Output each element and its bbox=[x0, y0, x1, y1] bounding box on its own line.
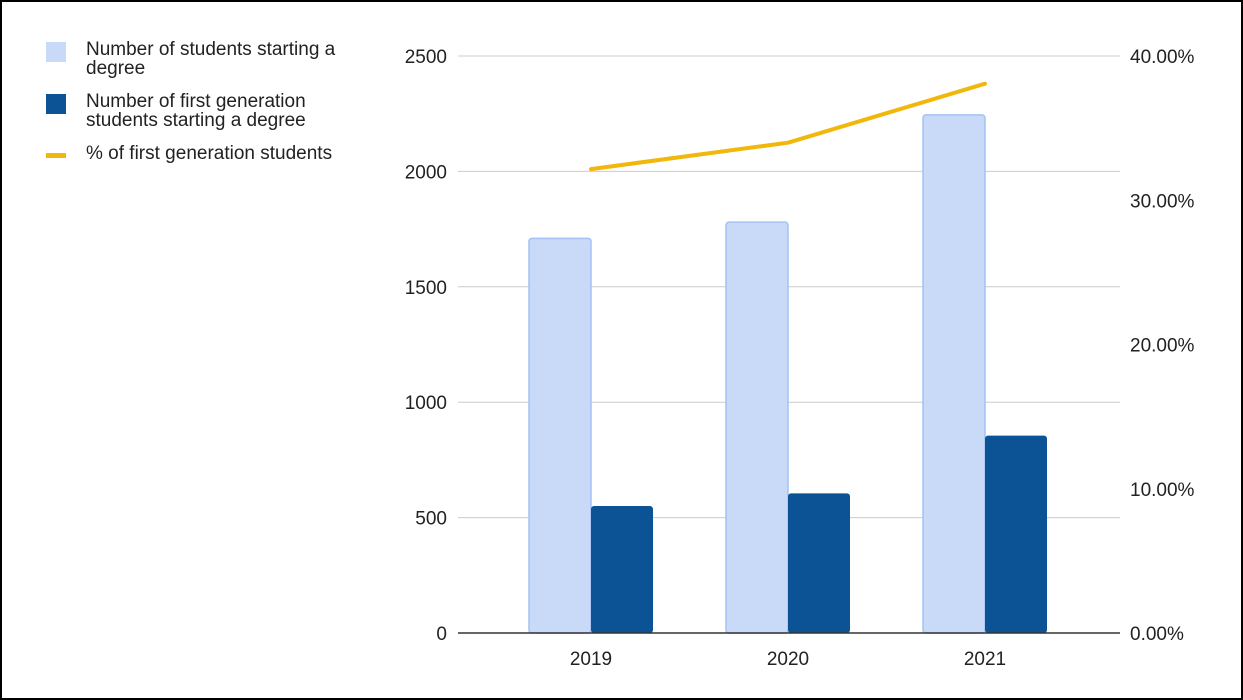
bar-total-students bbox=[725, 221, 789, 634]
bar-total-students bbox=[528, 237, 592, 634]
x-tick-label: 2019 bbox=[570, 649, 612, 670]
bar-first-gen-students bbox=[985, 435, 1047, 633]
y-right-tick-label: 30.00% bbox=[1130, 191, 1195, 212]
bar-first-gen-students bbox=[591, 506, 653, 633]
legend-label-first-gen-students: Number of first generation students star… bbox=[86, 91, 306, 131]
y-left-tick-label: 1500 bbox=[405, 278, 447, 299]
y-right-tick-label: 20.00% bbox=[1130, 336, 1195, 357]
x-tick-label: 2021 bbox=[964, 649, 1006, 670]
legend-swatch-first-gen-students bbox=[46, 94, 66, 114]
legend-item-total-students: Number of students starting a degree bbox=[46, 40, 376, 78]
legend-item-first-gen-students: Number of first generation students star… bbox=[46, 92, 376, 130]
y-left-tick-label: 2000 bbox=[405, 162, 447, 183]
legend-swatch-total-students bbox=[46, 42, 66, 62]
line-first-gen-percent bbox=[589, 81, 987, 172]
y-left-tick-label: 0 bbox=[436, 624, 447, 645]
y-left-tick-label: 2500 bbox=[405, 47, 447, 68]
y-right-tick-label: 40.00% bbox=[1130, 47, 1195, 68]
legend-item-first-gen-percent: % of first generation students bbox=[46, 144, 376, 163]
legend-label-first-gen-percent: % of first generation students bbox=[86, 143, 333, 164]
bar-first-gen-students bbox=[788, 493, 850, 633]
legend-swatch-first-gen-percent bbox=[46, 153, 66, 158]
legend: Number of students starting a degree Num… bbox=[46, 40, 376, 177]
y-left-tick-label: 500 bbox=[415, 509, 447, 530]
y-right-tick-label: 0.00% bbox=[1130, 624, 1184, 645]
bar-total-students bbox=[922, 114, 986, 634]
y-left-tick-label: 1000 bbox=[405, 393, 447, 414]
y-right-tick-label: 10.00% bbox=[1130, 480, 1195, 501]
legend-label-total-students: Number of students starting a degree bbox=[86, 39, 336, 79]
x-tick-label: 2020 bbox=[767, 649, 809, 670]
